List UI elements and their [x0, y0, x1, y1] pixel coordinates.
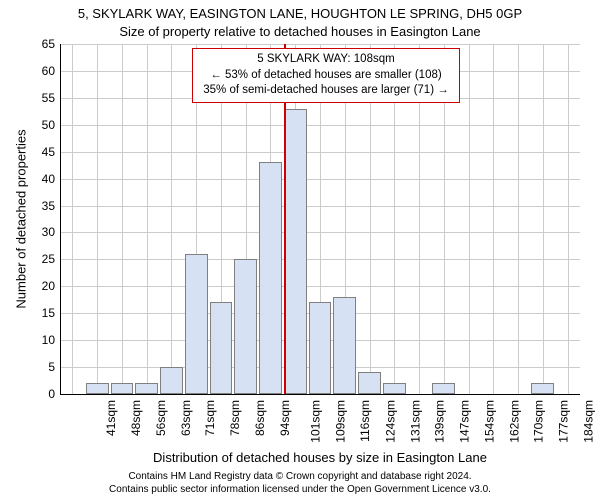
annotation-line3: 35% of semi-detached houses are larger (… [199, 83, 453, 99]
xtick-label: 101sqm [309, 400, 323, 443]
chart-title-line2: Size of property relative to detached ho… [0, 24, 600, 39]
footer-attribution: Contains HM Land Registry data © Crown c… [0, 471, 600, 496]
ytick-label: 65 [15, 37, 55, 51]
ytick-label: 20 [15, 279, 55, 293]
histogram-bar [111, 383, 134, 394]
xtick-label: 48sqm [129, 400, 143, 436]
xtick-label: 109sqm [334, 400, 348, 443]
grid-line-v [568, 44, 569, 394]
footer-line1: Contains HM Land Registry data © Crown c… [0, 471, 600, 484]
xtick-label: 139sqm [433, 400, 447, 443]
xtick-label: 86sqm [253, 400, 267, 436]
ytick-label: 35 [15, 199, 55, 213]
histogram-bar [86, 383, 109, 394]
axis-left [60, 44, 61, 394]
histogram-bar [432, 383, 455, 394]
histogram-bar [210, 302, 233, 394]
x-axis-label: Distribution of detached houses by size … [60, 450, 580, 465]
xtick-label: 94sqm [278, 400, 292, 436]
histogram-bar [333, 297, 356, 394]
ytick-label: 5 [15, 360, 55, 374]
xtick-label: 71sqm [203, 400, 217, 436]
ytick-label: 10 [15, 333, 55, 347]
grid-line-v [469, 44, 470, 394]
xtick-label: 184sqm [582, 400, 596, 443]
annotation-line1: 5 SKYLARK WAY: 108sqm [199, 52, 453, 68]
grid-line-v [171, 44, 172, 394]
ytick-label: 40 [15, 172, 55, 186]
annotation-box: 5 SKYLARK WAY: 108sqm← 53% of detached h… [192, 48, 460, 103]
xtick-label: 162sqm [507, 400, 521, 443]
ytick-label: 15 [15, 306, 55, 320]
xtick-label: 124sqm [383, 400, 397, 443]
histogram-bar [160, 367, 183, 394]
xtick-label: 131sqm [408, 400, 422, 443]
ytick-label: 0 [15, 387, 55, 401]
histogram-bar [185, 254, 208, 394]
grid-line-v [122, 44, 123, 394]
ytick-label: 55 [15, 91, 55, 105]
histogram-bar [234, 259, 257, 394]
chart-title-line1: 5, SKYLARK WAY, EASINGTON LANE, HOUGHTON… [0, 6, 600, 21]
histogram-bar [383, 383, 406, 394]
ytick-label: 30 [15, 225, 55, 239]
xtick-label: 116sqm [358, 400, 372, 442]
grid-line-v [147, 44, 148, 394]
plot-area: 5 SKYLARK WAY: 108sqm← 53% of detached h… [60, 44, 580, 394]
histogram-bar [531, 383, 554, 394]
ytick-label: 25 [15, 252, 55, 266]
histogram-bar [284, 109, 307, 394]
histogram-bar [358, 372, 381, 394]
ytick-label: 50 [15, 118, 55, 132]
grid-line-v [97, 44, 98, 394]
ytick-label: 60 [15, 64, 55, 78]
grid-line-v [543, 44, 544, 394]
histogram-bar [259, 162, 282, 394]
xtick-label: 147sqm [458, 400, 472, 443]
xtick-label: 154sqm [483, 400, 497, 443]
grid-line-v [493, 44, 494, 394]
xtick-label: 41sqm [104, 400, 118, 436]
xtick-label: 170sqm [532, 400, 546, 443]
footer-line2: Contains public sector information licen… [0, 484, 600, 497]
grid-line-v [72, 44, 73, 394]
grid-line-h [60, 394, 580, 395]
annotation-line2: ← 53% of detached houses are smaller (10… [199, 68, 453, 84]
xtick-label: 78sqm [228, 400, 242, 436]
grid-line-v [518, 44, 519, 394]
ytick-label: 45 [15, 145, 55, 159]
xtick-label: 56sqm [154, 400, 168, 436]
chart-container: 5, SKYLARK WAY, EASINGTON LANE, HOUGHTON… [0, 0, 600, 500]
xtick-label: 63sqm [179, 400, 193, 436]
histogram-bar [135, 383, 158, 394]
xtick-label: 177sqm [557, 400, 571, 443]
histogram-bar [309, 302, 332, 394]
